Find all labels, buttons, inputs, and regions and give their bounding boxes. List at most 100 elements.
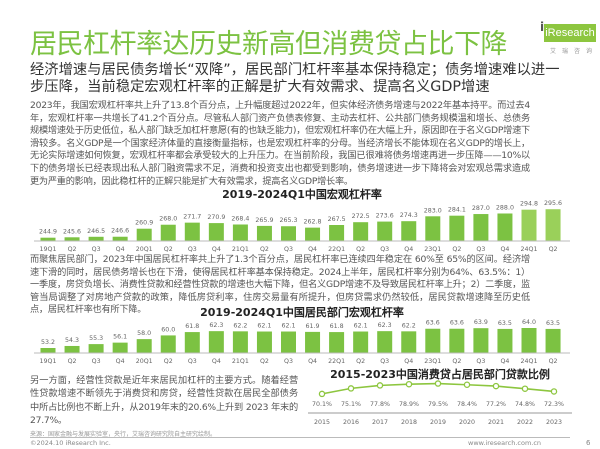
bar bbox=[401, 331, 417, 353]
data-label: 262.8 bbox=[304, 219, 322, 226]
x-tick-label: 20Q1 bbox=[136, 246, 153, 253]
data-point bbox=[463, 381, 471, 389]
chart-title: 2019-2024Q1中国居民部门宏观杠杆率 bbox=[200, 306, 404, 319]
x-tick-label: Q4 bbox=[212, 246, 221, 253]
x-tick-label: Q3 bbox=[284, 358, 293, 365]
x-tick-label: Q3 bbox=[188, 246, 197, 253]
bar bbox=[256, 331, 272, 353]
x-tick-label: Q2 bbox=[452, 246, 461, 253]
bar bbox=[449, 328, 465, 353]
x-tick-label: Q2 bbox=[356, 358, 365, 365]
x-tick-label: Q4 bbox=[116, 246, 125, 253]
x-tick-label: 20Q1 bbox=[136, 358, 153, 365]
x-tick-label: Q4 bbox=[212, 358, 221, 365]
x-tick-label: Q4 bbox=[308, 246, 317, 253]
bar bbox=[521, 328, 537, 353]
footer-divider bbox=[30, 437, 570, 438]
bar bbox=[473, 214, 489, 241]
bar bbox=[232, 331, 248, 353]
bar bbox=[256, 225, 272, 241]
chart-household-leverage: 2019-2024Q1中国居民部门宏观杠杆率 53.2 19Q1 54.3 Q2 55.… bbox=[34, 306, 570, 365]
x-tick-label: 2015 bbox=[314, 419, 330, 426]
bar bbox=[353, 222, 369, 241]
copyright: ©2024.10 iResearch Inc. bbox=[30, 439, 111, 447]
x-tick-label: Q4 bbox=[404, 246, 413, 253]
bar bbox=[425, 328, 441, 353]
data-label: 273.6 bbox=[376, 213, 394, 220]
data-label: 75.1% bbox=[341, 401, 361, 408]
data-label: 63.9 bbox=[474, 319, 488, 326]
data-label: 62.3 bbox=[209, 322, 223, 329]
data-label: 246.6 bbox=[111, 228, 129, 235]
data-label: 62.3 bbox=[378, 322, 392, 329]
bar bbox=[497, 328, 513, 353]
bar bbox=[305, 331, 321, 353]
x-tick-label: Q4 bbox=[500, 358, 509, 365]
data-label: 53.2 bbox=[41, 339, 55, 346]
data-label: 63.6 bbox=[426, 320, 440, 327]
bar bbox=[473, 328, 489, 353]
data-label: 62.2 bbox=[233, 322, 247, 329]
website-link[interactable]: www.iresearch.com.cn bbox=[468, 439, 542, 447]
x-tick-label: 19Q1 bbox=[40, 358, 57, 365]
data-label: 77.8% bbox=[370, 401, 390, 408]
data-point bbox=[434, 380, 442, 387]
bar bbox=[208, 331, 224, 353]
x-tick-label: Q4 bbox=[116, 358, 125, 365]
data-label: 61.9 bbox=[306, 323, 320, 330]
data-label: 265.9 bbox=[255, 217, 273, 224]
data-point bbox=[376, 382, 384, 389]
data-label: 63.5 bbox=[546, 320, 560, 327]
bar bbox=[401, 221, 417, 241]
x-tick-label: Q4 bbox=[308, 358, 317, 365]
data-label: 246.5 bbox=[87, 228, 105, 235]
x-tick-label: 2018 bbox=[401, 419, 417, 426]
data-label: 55.3 bbox=[89, 335, 103, 342]
x-tick-label: Q2 bbox=[549, 246, 558, 253]
x-tick-label: 23Q1 bbox=[424, 358, 441, 365]
data-label: 63.6 bbox=[450, 320, 464, 327]
logo-cn: 艾瑞咨询 bbox=[550, 48, 599, 55]
page-subtitle: 经济增速与居民债务增长“双降”，居民部门杠杆率基本保持稳定；债务增速难以进一步压… bbox=[30, 62, 560, 95]
data-point bbox=[492, 382, 500, 390]
data-label: 271.7 bbox=[183, 214, 201, 221]
bar bbox=[136, 339, 152, 353]
x-tick-label: 24Q1 bbox=[521, 246, 538, 253]
bar bbox=[160, 224, 176, 241]
data-label: 274.3 bbox=[400, 212, 418, 219]
data-label: 56.1 bbox=[113, 334, 127, 341]
page-number: 6 bbox=[586, 439, 591, 447]
data-label: 62.2 bbox=[402, 322, 416, 329]
x-tick-label: 2021 bbox=[488, 419, 504, 426]
bar bbox=[521, 209, 537, 241]
data-label: 294.8 bbox=[520, 201, 538, 208]
x-tick-label: 23Q1 bbox=[424, 246, 441, 253]
x-tick-label: Q3 bbox=[284, 246, 293, 253]
data-label: 78.9% bbox=[399, 401, 419, 408]
bar bbox=[184, 222, 200, 241]
x-tick-label: 22Q1 bbox=[328, 246, 345, 253]
x-tick-label: Q3 bbox=[92, 246, 101, 253]
data-point bbox=[318, 390, 326, 398]
bar bbox=[88, 344, 104, 353]
bar bbox=[305, 227, 321, 241]
x-tick-label: Q2 bbox=[260, 358, 269, 365]
bar bbox=[281, 331, 296, 353]
x-tick-label: Q3 bbox=[92, 358, 101, 365]
data-label: 61.8 bbox=[185, 323, 199, 330]
bar bbox=[184, 332, 200, 353]
data-label: 62.1 bbox=[257, 323, 271, 330]
iresearch-logo: i iResearch 艾瑞咨询 bbox=[540, 20, 598, 60]
chart-title: 2019-2024Q1中国宏观杠杆率 bbox=[222, 188, 382, 201]
data-label: 284.1 bbox=[448, 207, 466, 214]
data-label: 79.5% bbox=[428, 401, 448, 408]
bar bbox=[377, 331, 393, 353]
data-label: 288.0 bbox=[496, 204, 514, 211]
bar bbox=[281, 226, 296, 241]
data-label: 62.1 bbox=[354, 323, 368, 330]
paragraph-business-loans: 另一方面，经营性贷款是近年来居民加杠杆的主要方式。随着经营性贷款增速不断领先于消… bbox=[30, 375, 298, 427]
x-tick-label: 22Q1 bbox=[328, 358, 345, 365]
x-tick-label: 19Q1 bbox=[40, 246, 57, 253]
data-label: 283.0 bbox=[424, 207, 442, 214]
data-label: 72.3% bbox=[544, 401, 564, 408]
